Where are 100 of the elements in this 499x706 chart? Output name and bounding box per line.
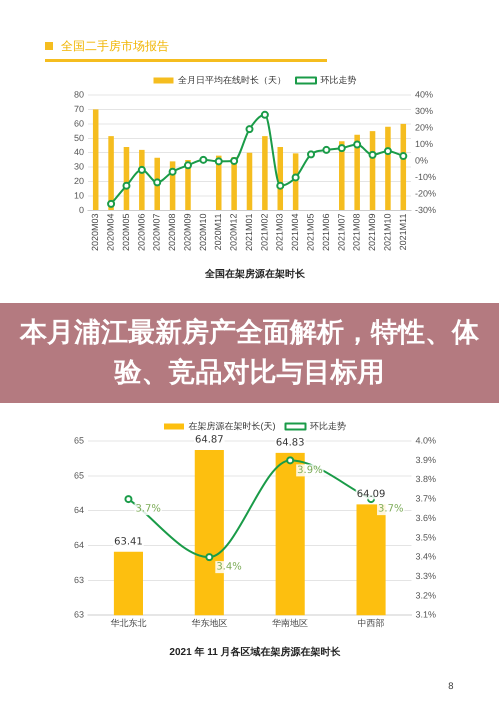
- y-tick-label: 63: [74, 574, 84, 585]
- y2-tick-label: 40%: [414, 89, 434, 100]
- x-tick-label: 中西部: [358, 618, 385, 628]
- bar: [92, 109, 98, 210]
- point: [168, 168, 177, 176]
- y-tick-label: 0: [78, 204, 84, 215]
- bar: [385, 126, 391, 210]
- x-tick-label: 2020M10: [198, 213, 208, 251]
- point: [214, 157, 223, 166]
- y2-tick-label: 3.6%: [415, 512, 436, 523]
- data-label: 3.9%: [297, 464, 323, 476]
- x-tick-label: 2020M04: [106, 213, 116, 251]
- bar: [400, 124, 406, 210]
- point: [205, 553, 214, 562]
- y2-tick-label: 3.3%: [415, 570, 436, 581]
- point: [230, 156, 238, 165]
- point: [286, 456, 294, 464]
- data-label: 3.7%: [378, 504, 404, 515]
- bar: [370, 131, 376, 210]
- y2-tick-label: -30%: [414, 204, 436, 215]
- y-tick-label: 40: [74, 147, 84, 158]
- bar: [354, 134, 360, 210]
- legend-label: 全月日平均在线时长（天）: [178, 74, 286, 85]
- x-tick-label: 2020M03: [90, 213, 100, 251]
- y2-tick-label: 3.9%: [415, 454, 436, 465]
- x-tick-label: 华东地区: [191, 618, 228, 628]
- y2-tick-label: 10%: [414, 138, 434, 149]
- bar: [246, 152, 252, 210]
- y-tick-label: 30: [74, 162, 84, 172]
- point: [338, 144, 346, 152]
- y2-tick-label: 3.7%: [415, 494, 436, 504]
- data-label: 3.7%: [135, 504, 161, 515]
- bar: [108, 136, 114, 210]
- point: [199, 156, 208, 164]
- y2-tick-label: 0%: [414, 155, 428, 166]
- x-tick-label: 2020M12: [228, 213, 239, 251]
- bar: [262, 136, 268, 210]
- x-tick-label: 2020M09: [182, 213, 192, 251]
- data-label: 64.83: [276, 437, 305, 448]
- y2-tick-label: 30%: [414, 106, 434, 116]
- point: [292, 173, 300, 182]
- point: [276, 182, 284, 190]
- y-tick-label: 70: [74, 104, 84, 114]
- y-tick-label: 65: [74, 470, 84, 480]
- point: [107, 200, 116, 208]
- point: [153, 178, 162, 186]
- text: 8: [448, 682, 454, 692]
- y2-tick-label: 3.8%: [415, 474, 436, 484]
- x-tick-label: 2021M03: [274, 213, 285, 251]
- y2-tick-label: 3.5%: [415, 532, 436, 542]
- x-tick-label: 2021M05: [306, 213, 316, 251]
- legend-label: 环比走势: [310, 420, 346, 431]
- y2-tick-label: 3.2%: [415, 590, 436, 600]
- y-tick-label: 20: [74, 176, 84, 186]
- y-tick-label: 64: [74, 505, 84, 516]
- point: [138, 166, 146, 174]
- x-tick-label: 2020M06: [136, 213, 146, 251]
- point: [122, 182, 130, 190]
- data-label: 64.09: [356, 489, 386, 500]
- x-tick-label: 2021M01: [244, 213, 254, 251]
- x-tick-label: 华南地区: [272, 618, 308, 628]
- x-tick-label: 2021M04: [290, 213, 300, 251]
- y2-tick-label: -10%: [414, 172, 436, 182]
- text: 本月浦江最新房产全面解析，特性、体验、竞品对比与目标用: [0, 303, 499, 403]
- data-label: 64.87: [194, 434, 224, 446]
- point: [260, 110, 269, 119]
- text: 2021 年 11 月各区域在架房源在架时长: [169, 646, 342, 658]
- y2-tick-label: 3.4%: [415, 552, 436, 562]
- data-label: 3.4%: [216, 562, 242, 573]
- y-tick-label: 10: [74, 190, 84, 201]
- x-tick-label: 2021M06: [320, 213, 331, 251]
- y-tick-label: 80: [74, 89, 84, 100]
- legend-label: 环比走势: [320, 74, 356, 85]
- text: 全国二手房市场报告: [45, 38, 327, 62]
- x-tick-label: 2020M05: [120, 213, 131, 251]
- y2-tick-label: 20%: [414, 122, 434, 132]
- point: [307, 150, 316, 158]
- point: [246, 125, 254, 134]
- y-tick-label: 65: [74, 435, 84, 446]
- x-tick-label: 2020M07: [152, 213, 162, 251]
- y-tick-label: 63: [74, 610, 84, 620]
- x-tick-label: 2021M11: [398, 213, 408, 250]
- x-tick-label: 2020M11: [213, 213, 224, 250]
- y2-tick-label: -20%: [414, 188, 436, 198]
- x-tick-label: 2021M10: [382, 213, 392, 251]
- point: [384, 147, 392, 156]
- data-label: 63.41: [114, 536, 143, 548]
- legend-label: 在架房源在架时长(天): [188, 420, 276, 431]
- point: [184, 161, 192, 170]
- x-tick-label: 2021M09: [367, 213, 378, 251]
- y-tick-label: 64: [74, 540, 84, 550]
- y2-tick-label: 3.1%: [415, 610, 436, 620]
- point: [124, 495, 132, 504]
- text: 全国在架房源在架时长: [204, 268, 306, 280]
- x-tick-label: 2020M08: [167, 213, 178, 251]
- y2-tick-label: 4.0%: [415, 435, 436, 446]
- point: [399, 152, 408, 160]
- x-tick-label: 2021M02: [259, 213, 270, 251]
- point: [322, 146, 330, 154]
- point: [368, 150, 377, 159]
